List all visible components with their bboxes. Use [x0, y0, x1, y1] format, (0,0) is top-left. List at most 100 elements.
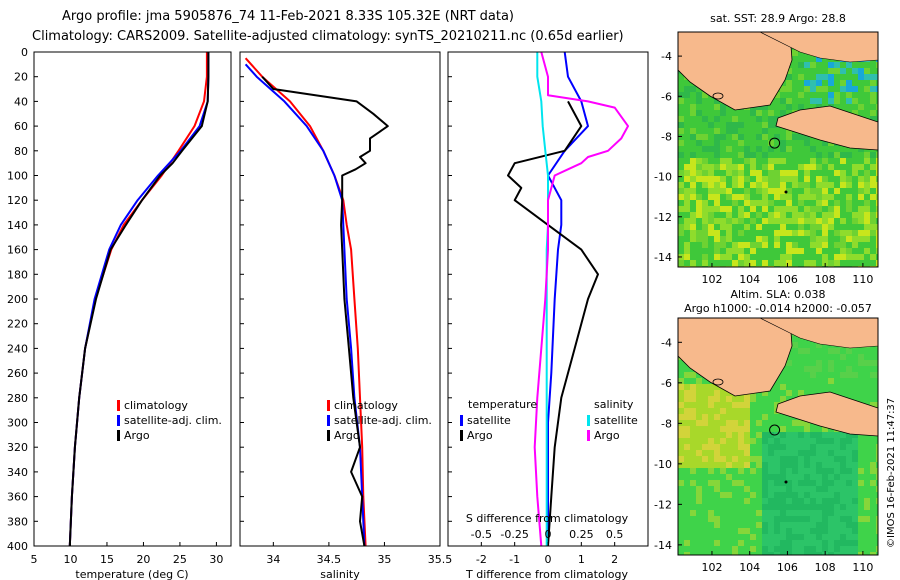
map-cell	[690, 110, 696, 116]
map-cell	[822, 492, 828, 498]
map-cell	[708, 230, 714, 236]
header-line-2: Climatology: CARS2009. Satellite-adjuste…	[32, 29, 624, 44]
map-cell	[840, 432, 846, 438]
map-cell	[720, 456, 726, 462]
map-cell	[726, 122, 732, 128]
map-cell	[828, 432, 834, 438]
map-cell	[846, 528, 852, 534]
map-cell	[702, 92, 708, 98]
map-y-tick-label: -4	[661, 336, 672, 349]
map-cell	[690, 462, 696, 468]
map-cell	[810, 230, 816, 236]
map-cell	[870, 116, 876, 122]
map-cell	[858, 194, 864, 200]
map-cell	[708, 188, 714, 194]
map-cell	[828, 546, 834, 552]
map-cell	[774, 230, 780, 236]
map-cell	[780, 534, 786, 540]
map-cell	[828, 522, 834, 528]
map-cell	[702, 444, 708, 450]
map-cell	[846, 450, 852, 456]
map-cell	[714, 456, 720, 462]
x-tick-label: 2	[611, 553, 618, 566]
map-cell	[762, 122, 768, 128]
map-cell	[816, 224, 822, 230]
map-cell	[876, 248, 878, 254]
map-cell	[786, 486, 792, 492]
x-tick-label: 1	[578, 553, 585, 566]
map-cell	[828, 462, 834, 468]
map-cell	[822, 474, 828, 480]
map-cell	[768, 164, 774, 170]
x-tick-label: 25	[173, 553, 187, 566]
map-cell	[852, 528, 858, 534]
map-cell	[768, 218, 774, 224]
map-cell	[678, 92, 684, 98]
map-cell	[756, 224, 762, 230]
map-cell	[846, 540, 852, 546]
map-cell	[726, 456, 732, 462]
map-cell	[702, 396, 708, 402]
series-line-climatology	[68, 52, 208, 547]
map-cell	[816, 104, 822, 110]
map-cell	[684, 426, 690, 432]
map-cell	[756, 188, 762, 194]
map-cell	[798, 432, 804, 438]
map-cell	[852, 438, 858, 444]
map-cell	[828, 438, 834, 444]
map-cell	[774, 474, 780, 480]
map-cell	[816, 74, 822, 80]
map-cell	[678, 128, 684, 134]
map-cell	[804, 86, 810, 92]
map-cell	[684, 414, 690, 420]
map-cell	[780, 498, 786, 504]
map-cell	[690, 384, 696, 390]
map-cell	[678, 438, 684, 444]
map-cell	[762, 462, 768, 468]
series-line-satellite-adj-clim-	[244, 63, 366, 547]
y-tick-label: 320	[7, 441, 28, 454]
map-cell	[708, 438, 714, 444]
map-cell	[828, 552, 834, 555]
map-cell	[702, 146, 708, 152]
map-cell	[714, 384, 720, 390]
map-cell	[738, 206, 744, 212]
map-cell	[780, 206, 786, 212]
map-cell	[720, 426, 726, 432]
map-cell	[738, 152, 744, 158]
legend-swatch-satellite	[327, 415, 330, 426]
map-cell	[870, 224, 876, 230]
map-cell	[774, 158, 780, 164]
map-cell	[762, 164, 768, 170]
map-cell	[762, 236, 768, 242]
map-cell	[768, 188, 774, 194]
map-cell	[840, 248, 846, 254]
map-cell	[816, 194, 822, 200]
map-cell	[774, 540, 780, 546]
map-cell	[786, 456, 792, 462]
map-cell	[732, 420, 738, 426]
map-cell	[714, 426, 720, 432]
map-cell	[816, 218, 822, 224]
map-cell	[774, 438, 780, 444]
map-cell	[876, 86, 878, 92]
map-cell	[768, 438, 774, 444]
map-cell	[708, 122, 714, 128]
map-cell	[678, 402, 684, 408]
map-cell	[738, 212, 744, 218]
map-cell	[678, 396, 684, 402]
map-cell	[726, 146, 732, 152]
map-cell	[732, 182, 738, 188]
map-cell	[690, 432, 696, 438]
map-cell	[702, 384, 708, 390]
map-cell	[768, 456, 774, 462]
map-cell	[702, 230, 708, 236]
map-cell	[804, 188, 810, 194]
map-cell	[780, 552, 786, 555]
argo-position-marker	[769, 137, 781, 149]
map-cell	[726, 402, 732, 408]
map-cell	[714, 152, 720, 158]
map-cell	[864, 74, 870, 80]
map-cell	[702, 200, 708, 206]
map-cell	[780, 230, 786, 236]
